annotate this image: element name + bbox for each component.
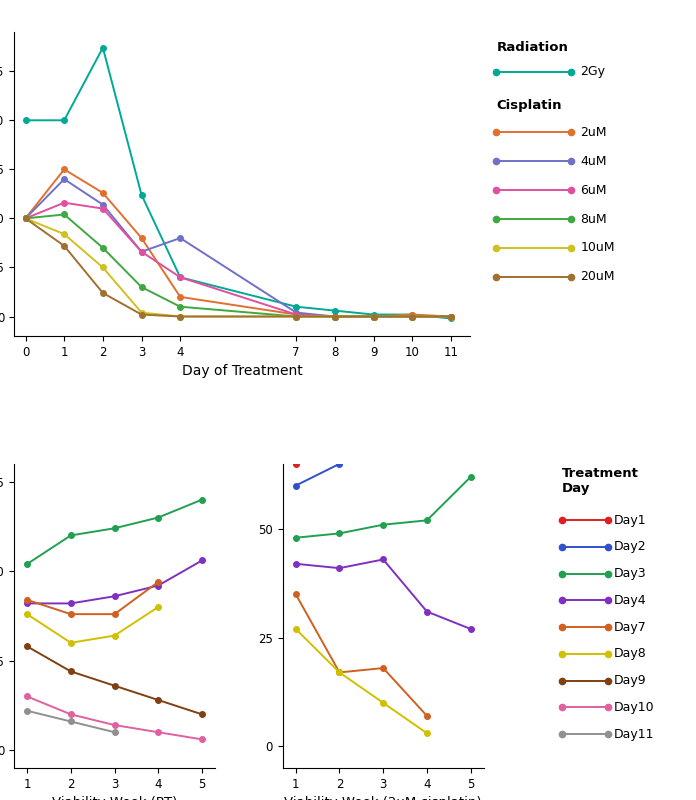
- Text: Radiation: Radiation: [496, 41, 568, 54]
- X-axis label: Viability Week (2uM cisplatin): Viability Week (2uM cisplatin): [285, 796, 482, 800]
- Text: Cisplatin: Cisplatin: [496, 99, 562, 112]
- Text: Day7: Day7: [614, 621, 647, 634]
- Text: Day3: Day3: [614, 567, 647, 580]
- Text: 20uM: 20uM: [580, 270, 615, 283]
- Text: 4uM: 4uM: [580, 154, 607, 168]
- Text: Day9: Day9: [614, 674, 647, 687]
- Text: 2uM: 2uM: [580, 126, 607, 139]
- Text: 2Gy: 2Gy: [580, 65, 606, 78]
- Text: 10uM: 10uM: [580, 242, 615, 254]
- Text: Day8: Day8: [614, 647, 647, 661]
- Text: Day11: Day11: [614, 728, 654, 741]
- X-axis label: Day of Treatment: Day of Treatment: [182, 365, 303, 378]
- Text: Day10: Day10: [614, 701, 655, 714]
- Text: 8uM: 8uM: [580, 213, 607, 226]
- Text: Day2: Day2: [614, 540, 647, 554]
- Text: Day1: Day1: [614, 514, 647, 526]
- X-axis label: Viability Week (RT): Viability Week (RT): [52, 796, 177, 800]
- Text: Day4: Day4: [614, 594, 647, 607]
- Text: 6uM: 6uM: [580, 184, 607, 197]
- Text: Treatment
Day: Treatment Day: [562, 467, 639, 495]
